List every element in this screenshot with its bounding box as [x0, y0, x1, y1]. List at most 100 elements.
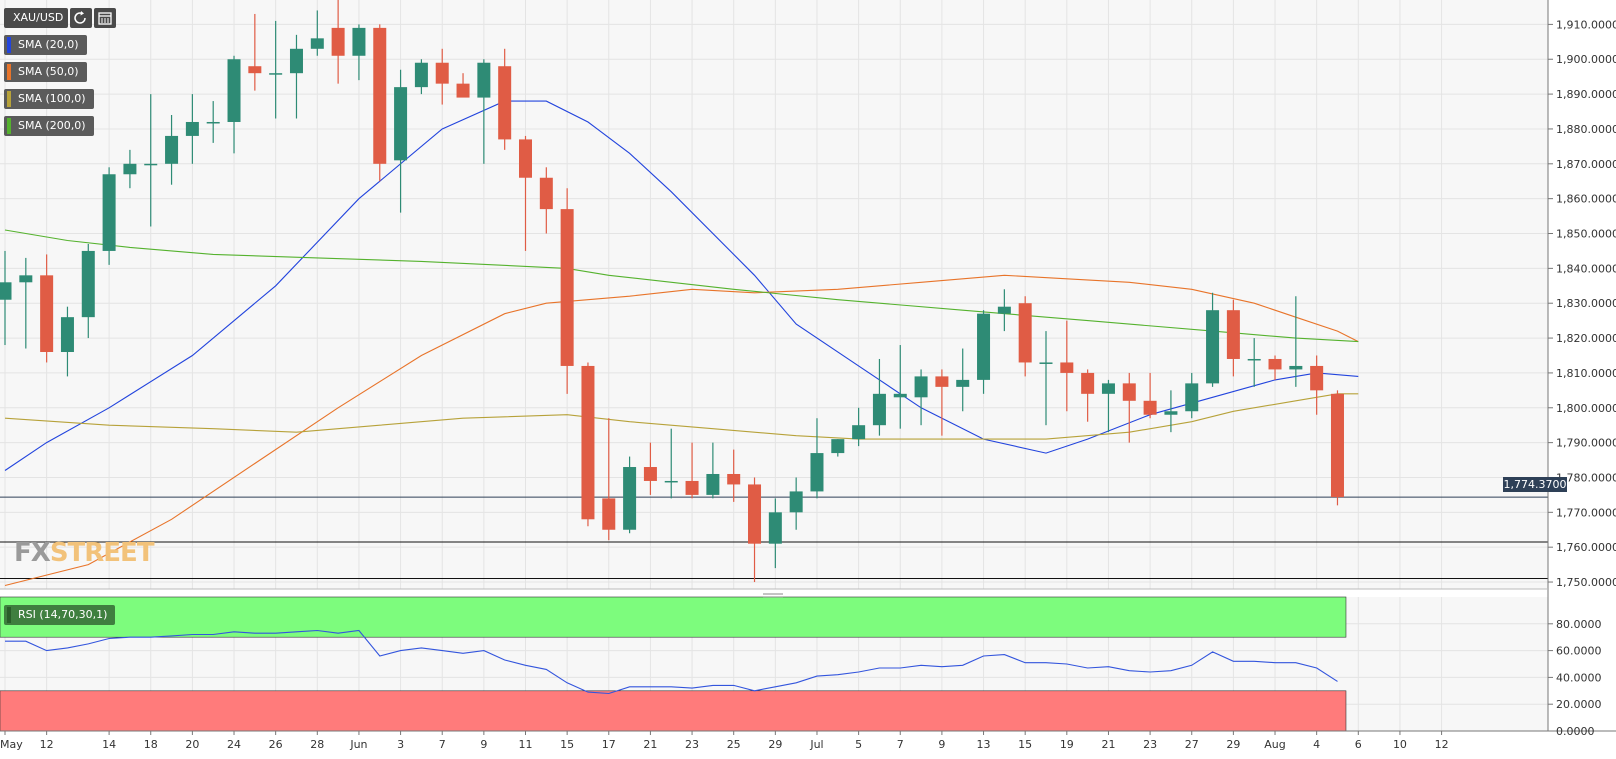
date-range-button[interactable]: [94, 8, 116, 28]
candle-body: [310, 38, 324, 49]
candle-body: [852, 425, 866, 440]
x-tick-label: 19: [1060, 738, 1074, 751]
x-tick-label: 12: [40, 738, 54, 751]
candle-body: [1289, 365, 1303, 370]
rsi-tick-label: 0.0000: [1556, 725, 1595, 738]
candle-body: [1039, 362, 1053, 364]
fxstreet-logo: FXSTREET: [14, 538, 155, 568]
candle: [1039, 331, 1053, 426]
candle: [1101, 379, 1115, 433]
price-tick-label: 1,760.0000: [1556, 541, 1616, 554]
candle: [1185, 372, 1199, 419]
candle-body: [893, 393, 907, 398]
candle: [872, 358, 886, 436]
last-price-label: 1,774.3700: [1503, 477, 1567, 492]
candle-body: [623, 467, 637, 530]
sma-50-label: SMA (50,0): [18, 65, 79, 78]
sma-line-20-0: [4, 100, 1359, 471]
candle: [1206, 292, 1220, 387]
candle: [643, 442, 657, 495]
candle-body: [685, 480, 699, 495]
price-tick-label: 1,870.0000: [1556, 158, 1616, 171]
candle: [539, 167, 553, 234]
indicator-sma-50[interactable]: SMA (50,0): [4, 62, 87, 82]
main-pane: [0, 0, 1548, 589]
sma-100-label: SMA (100,0): [18, 92, 86, 105]
x-tick-label: Jul: [809, 738, 823, 751]
refresh-button[interactable]: [70, 8, 92, 28]
x-tick-label: 14: [102, 738, 116, 751]
candle-body: [560, 209, 574, 366]
candle: [1247, 338, 1261, 387]
rsi-tick-label: 20.0000: [1556, 698, 1602, 711]
candle-body: [643, 467, 657, 481]
indicator-sma-20[interactable]: SMA (20,0): [4, 35, 87, 55]
candle-body: [414, 62, 428, 88]
rsi-label: RSI (14,70,30,1): [18, 608, 108, 621]
candle-body: [1206, 310, 1220, 384]
candle-body: [269, 73, 283, 75]
sma-line-100-0: [4, 393, 1359, 440]
candle: [1226, 299, 1240, 377]
price-tick-label: 1,800.0000: [1556, 402, 1616, 415]
calendar-icon: [98, 12, 112, 25]
candle-body: [914, 376, 928, 398]
candle: [0, 250, 12, 346]
candle: [706, 442, 720, 499]
candle-body: [477, 62, 491, 98]
candle-body: [331, 27, 345, 56]
candle: [1289, 296, 1303, 387]
price-tick-label: 1,890.0000: [1556, 88, 1616, 101]
pane-divider-handle[interactable]: [763, 593, 783, 598]
candle: [1268, 355, 1282, 380]
candle-body: [977, 313, 991, 380]
rsi-oversold-zone: [0, 690, 1347, 732]
candle: [1060, 320, 1074, 412]
indicator-rsi[interactable]: RSI (14,70,30,1): [4, 605, 116, 625]
candle-body: [435, 62, 449, 84]
rsi-tick-label: 60.0000: [1556, 645, 1602, 658]
price-tick-label: 1,860.0000: [1556, 193, 1616, 206]
x-tick-label: 23: [1143, 738, 1157, 751]
x-tick-label: Jun: [349, 738, 367, 751]
price-tick-label: 1,850.0000: [1556, 228, 1616, 241]
candle: [498, 48, 512, 150]
candle: [560, 188, 574, 394]
sma-20-label: SMA (20,0): [18, 38, 79, 51]
candle: [248, 13, 262, 91]
candle-body: [997, 306, 1011, 314]
candle: [227, 55, 241, 154]
x-tick-label: 24: [227, 738, 241, 751]
candle: [269, 20, 283, 119]
candle-body: [456, 83, 470, 98]
candle-body: [373, 27, 387, 164]
candle: [414, 59, 428, 95]
indicator-sma-200[interactable]: SMA (200,0): [4, 116, 94, 136]
candle: [997, 289, 1011, 332]
refresh-icon: [74, 11, 86, 24]
x-tick-label: 28: [310, 738, 324, 751]
candle-body: [664, 480, 678, 483]
candle: [685, 442, 699, 499]
indicator-sma-100[interactable]: SMA (100,0): [4, 89, 94, 109]
candle: [1330, 390, 1344, 506]
price-tick-label: 1,910.0000: [1556, 18, 1616, 31]
symbol-button[interactable]: XAU/USD: [4, 8, 68, 28]
candle-body: [602, 498, 616, 530]
candle-body: [768, 512, 782, 544]
candle-body: [706, 473, 720, 495]
candle: [165, 115, 179, 185]
candle-body: [1122, 383, 1136, 401]
candle-body: [1247, 358, 1261, 361]
candle-body: [394, 87, 408, 161]
candle-body: [19, 275, 33, 283]
candle-body: [123, 163, 137, 175]
sma-20-swatch: [7, 37, 11, 53]
candle: [394, 69, 408, 213]
candle: [206, 101, 220, 143]
x-tick-label: 25: [727, 738, 741, 751]
candle: [352, 24, 366, 81]
candle: [956, 348, 970, 412]
candle: [435, 48, 449, 105]
